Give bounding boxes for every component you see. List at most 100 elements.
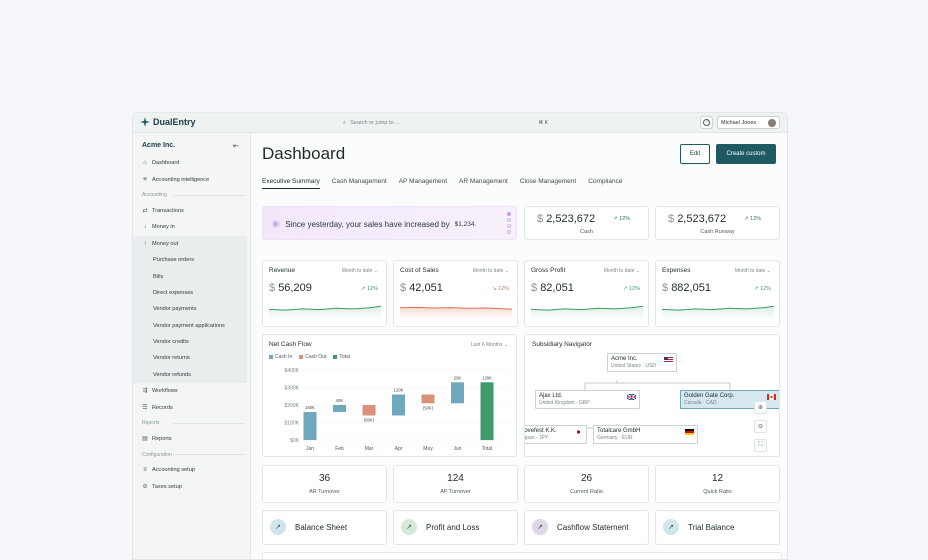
legend-swatch	[333, 355, 338, 359]
sparkline-area	[531, 306, 643, 325]
subsidiary-node[interactable]: Totalcare GmbH Germany · EUR	[593, 425, 698, 444]
sidebar-item[interactable]: Vendor refunds	[133, 366, 247, 384]
sidebar-item[interactable]: Bills	[133, 268, 247, 285]
banner-pagination[interactable]	[507, 212, 511, 234]
sidebar-item[interactable]: Direct expenses	[133, 284, 247, 302]
legend-label: Cash Out	[305, 354, 327, 360]
search-placeholder: Search or jump to ...	[350, 120, 400, 126]
legend-label: Total	[339, 354, 350, 360]
external-link-icon: ↗	[270, 519, 286, 535]
sidebar-item-label: Transactions	[152, 207, 184, 214]
expand-icon: ⛶	[758, 442, 763, 448]
tax-icon: ⊘	[142, 483, 148, 490]
tab[interactable]: Compliance	[588, 178, 623, 185]
sidebar-item-label: Workflows	[152, 388, 178, 395]
tab[interactable]: Cash Management	[331, 178, 387, 185]
sidebar-item[interactable]: ⇶ Workflows	[133, 383, 251, 399]
sidebar-item-label: Bills	[153, 273, 164, 280]
money-out-icon: ↑	[143, 240, 147, 247]
sidebar-item-label: Vendor payment applications	[153, 322, 225, 329]
sidebar-item[interactable]: Vendor returns	[133, 350, 247, 367]
subsidiary-name: Totalcare GmbH	[597, 428, 641, 434]
metric-value: 56,209	[278, 282, 312, 294]
sidebar-item[interactable]: ⌂ Dashboard	[133, 155, 251, 171]
banner-text: Since yesterday, your sales have increas…	[285, 220, 450, 229]
sidebar-item[interactable]: Vendor payments	[133, 301, 247, 318]
legend-item: Cash In	[269, 354, 292, 360]
trend-up-icon: ↗	[744, 216, 749, 222]
sidebar-item[interactable]: Purchase orders	[133, 251, 247, 269]
zoom-out-icon: ⊖	[757, 424, 764, 430]
ratio-label: AR Turnover	[309, 489, 340, 495]
kpi-pct: 12%	[750, 216, 762, 222]
help-button[interactable]: ?	[700, 116, 713, 129]
sidebar-item-label: Purchase orders	[153, 257, 195, 264]
sidebar-item[interactable]: ▤ Reports	[133, 431, 251, 447]
chevron-down-icon: ⌄	[634, 268, 640, 274]
period-select[interactable]: Month to date ⌄	[603, 268, 640, 274]
sidebar-item[interactable]: ↓ Money in	[133, 219, 251, 235]
fit-view-button[interactable]: ⛶	[754, 439, 767, 452]
sparkline-area	[662, 306, 774, 325]
period-select[interactable]: Last 6 Months ⌄	[471, 342, 508, 348]
kpi-value: 2,523,672	[677, 213, 727, 225]
kpi-currency: $	[668, 213, 675, 225]
records-icon: ☰	[142, 404, 148, 411]
sidebar-item[interactable]: ≡ Accounting setup	[133, 462, 251, 478]
bar	[421, 394, 435, 404]
chevron-down-icon: ⌄	[503, 342, 508, 348]
period-select[interactable]: Month to date ⌄	[341, 268, 378, 274]
kpi-label: Cash Runway	[700, 229, 735, 235]
report-link[interactable]: ↗ Trial Balance	[655, 510, 780, 545]
create-custom-button[interactable]: Create custom	[716, 144, 776, 164]
bar	[480, 382, 494, 441]
zoom-out-button[interactable]: ⊖	[754, 420, 767, 433]
arrows-icon: ⇄	[142, 207, 148, 214]
tab[interactable]: AR Management	[459, 178, 508, 185]
kpi-currency: $	[537, 213, 544, 225]
company-name[interactable]: Acme Inc.	[142, 142, 176, 149]
metric-name: Expenses	[662, 267, 691, 274]
app-window: DualEntry ⌕ Search or jump to ... ⌘ K ? …	[132, 112, 788, 560]
subsidiary-node[interactable]: Lovefest K.K.Japan · JPY	[525, 425, 587, 444]
report-link[interactable]: ↗ Cashflow Statement	[524, 510, 649, 545]
period-select[interactable]: Month to date ⌄	[472, 268, 509, 274]
sidebar-item[interactable]: ✳ Accounting intelligence	[133, 171, 251, 187]
kpi-label: Cash	[580, 229, 593, 235]
subsidiary-node[interactable]: Ajax Ltd. United Kingdom · GBP	[535, 390, 640, 409]
tab[interactable]: AP Management	[398, 178, 448, 185]
report-link[interactable]: ↗ Profit and Loss	[393, 510, 518, 545]
sidebar-item[interactable]: ⊘ Taxes setup	[133, 479, 251, 495]
ratio-label: Current Ratio	[570, 489, 603, 495]
collapse-sidebar-icon[interactable]: ⇤	[233, 143, 239, 150]
x-tick-label: Jan	[306, 446, 314, 452]
search-bar[interactable]: ⌕ Search or jump to ... ⌘ K	[343, 117, 548, 129]
logo[interactable]: DualEntry	[140, 117, 196, 127]
chevron-down-icon: ⌄	[765, 268, 771, 274]
subsidiary-node[interactable]: Acme Inc. United States · USD	[607, 353, 677, 372]
sidebar-item[interactable]: ⇄ Transactions	[133, 203, 251, 219]
sidebar-item[interactable]: ↑ Money out	[133, 235, 247, 252]
sidebar-item[interactable]: ☰ Records	[133, 399, 251, 415]
ratio-card: 26 Current Ratio	[524, 465, 649, 503]
sidebar-item[interactable]: Vendor credits	[133, 333, 247, 351]
period-select[interactable]: Month to date ⌄	[734, 268, 771, 274]
edit-button[interactable]: Edit	[680, 144, 710, 164]
bar-label: 120K	[482, 375, 492, 380]
zoom-in-button[interactable]: ⊕	[754, 401, 767, 414]
tab[interactable]: Close Management	[519, 178, 577, 185]
x-tick-label: Apr	[395, 446, 403, 452]
tab[interactable]: Executive Summary	[262, 178, 320, 189]
report-link[interactable]: ↗ Balance Sheet	[262, 510, 387, 545]
user-menu[interactable]: Michael Jones	[717, 116, 780, 129]
money-in-icon: ↓	[143, 224, 147, 231]
main-content: Dashboard Edit Create custom Executive S…	[251, 133, 787, 559]
sidebar-item[interactable]: Vendor payment applications	[133, 317, 247, 334]
card-title: Subsidiary Navigator	[532, 341, 592, 348]
sparkline-chart	[400, 306, 512, 325]
sidebar-item-label: Vendor refunds	[153, 371, 191, 378]
net-cash-flow-card: Net Cash Flow Last 6 Months ⌄ Cash In Cas…	[262, 334, 517, 457]
legend-item: Total	[333, 354, 350, 360]
x-tick-label: Jun	[453, 446, 461, 452]
bar	[333, 405, 346, 412]
